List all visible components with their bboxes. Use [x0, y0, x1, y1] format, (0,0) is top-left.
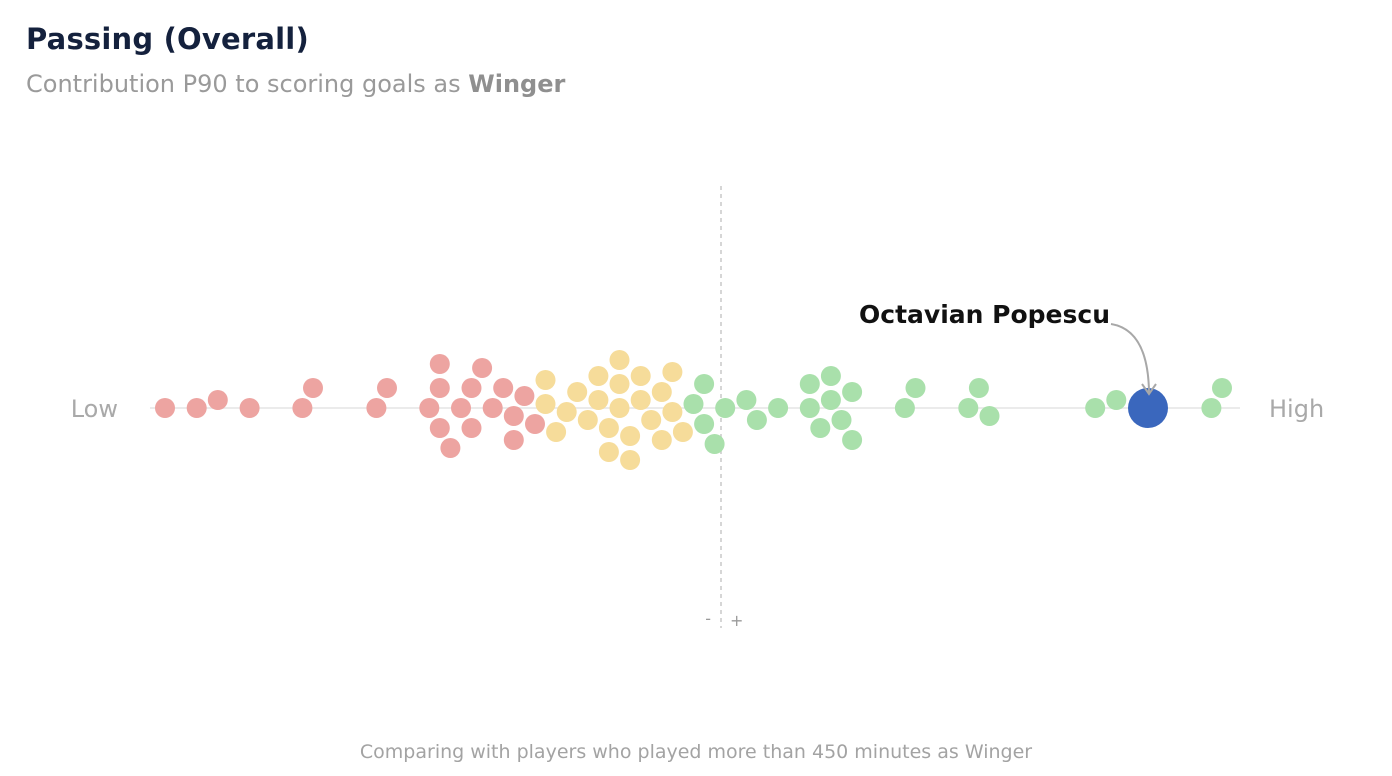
player-dot: [461, 418, 482, 438]
player-dot: [482, 398, 503, 418]
player-dot: [1106, 390, 1127, 410]
annotation-arrowhead: [1141, 383, 1157, 396]
player-dot: [630, 366, 651, 386]
player-dot: [799, 374, 820, 394]
player-dot: [239, 398, 260, 418]
player-dot: [662, 402, 683, 422]
player-dot: [546, 422, 567, 442]
player-dot: [567, 382, 588, 402]
player-dot: [820, 366, 841, 386]
player-dot: [831, 410, 852, 430]
player-dot: [651, 382, 672, 402]
player-dot: [894, 398, 915, 418]
player-dot: [768, 398, 789, 418]
chart-subtitle: Contribution P90 to scoring goals as Win…: [26, 70, 565, 98]
player-dot: [303, 378, 323, 398]
player-dot: [207, 390, 228, 410]
player-dot: [704, 434, 725, 454]
player-dot: [799, 398, 820, 418]
player-dot: [155, 398, 175, 418]
player-dot: [366, 398, 387, 418]
player-dot: [556, 402, 577, 422]
player-dot: [651, 430, 672, 450]
highlight-player-dot: [1128, 388, 1168, 428]
chart-title: Passing (Overall): [26, 22, 309, 56]
player-dot: [609, 350, 630, 370]
player-dot: [1201, 398, 1222, 418]
player-dot: [662, 362, 683, 382]
player-dot: [609, 398, 630, 418]
player-dot: [672, 422, 693, 442]
highlight-player-label: Octavian Popescu: [859, 300, 1110, 329]
player-dot: [683, 394, 704, 414]
subtitle-role: Winger: [468, 70, 566, 98]
player-dot: [598, 442, 619, 462]
player-dot: [620, 426, 641, 446]
player-dot: [609, 374, 630, 394]
axis-high-label: High: [1269, 395, 1324, 423]
annotation-arrow: [1110, 323, 1150, 393]
player-dot: [694, 374, 715, 394]
player-dot: [1085, 398, 1106, 418]
player-dot: [958, 398, 979, 418]
player-dot: [842, 382, 863, 402]
player-dot: [503, 430, 524, 450]
player-dot: [429, 378, 450, 398]
player-dot: [905, 378, 926, 398]
player-dot: [588, 390, 609, 410]
footer-note: Comparing with players who played more t…: [359, 741, 1033, 763]
player-dot: [451, 398, 471, 418]
player-dot: [1212, 378, 1232, 398]
player-dot: [525, 414, 545, 434]
player-dot: [736, 390, 757, 410]
player-dot: [472, 358, 493, 378]
player-dot: [514, 386, 535, 406]
player-dot: [292, 398, 313, 418]
player-dot: [620, 450, 641, 470]
subtitle-text: Contribution P90 to scoring goals as: [26, 70, 469, 98]
player-dot: [820, 390, 841, 410]
player-dot: [630, 390, 651, 410]
player-dot: [577, 410, 598, 430]
player-dot: [429, 418, 450, 438]
player-dot: [440, 438, 461, 458]
player-dot: [810, 418, 831, 438]
player-dot: [535, 394, 556, 414]
player-dot: [598, 418, 619, 438]
player-dot: [429, 354, 450, 374]
player-dot: [842, 430, 863, 450]
player-dot: [968, 378, 989, 398]
player-dot: [419, 398, 440, 418]
player-dot: [377, 378, 397, 398]
median-minus-label: -: [705, 609, 711, 628]
player-dot: [588, 366, 609, 386]
player-dot: [503, 406, 524, 426]
player-dot: [493, 378, 514, 398]
player-dot: [186, 398, 207, 418]
player-dot: [641, 410, 662, 430]
axis-low-label: Low: [71, 395, 118, 423]
player-dot: [979, 406, 1000, 426]
player-dot: [746, 410, 767, 430]
player-dot: [535, 370, 556, 390]
median-plus-label: +: [730, 611, 743, 630]
player-dot: [694, 414, 715, 434]
player-dot: [715, 398, 736, 418]
beeswarm-chart: Low High - + Octavian Popescu: [71, 186, 1324, 630]
player-dots: [155, 350, 1232, 470]
player-dot: [461, 378, 482, 398]
